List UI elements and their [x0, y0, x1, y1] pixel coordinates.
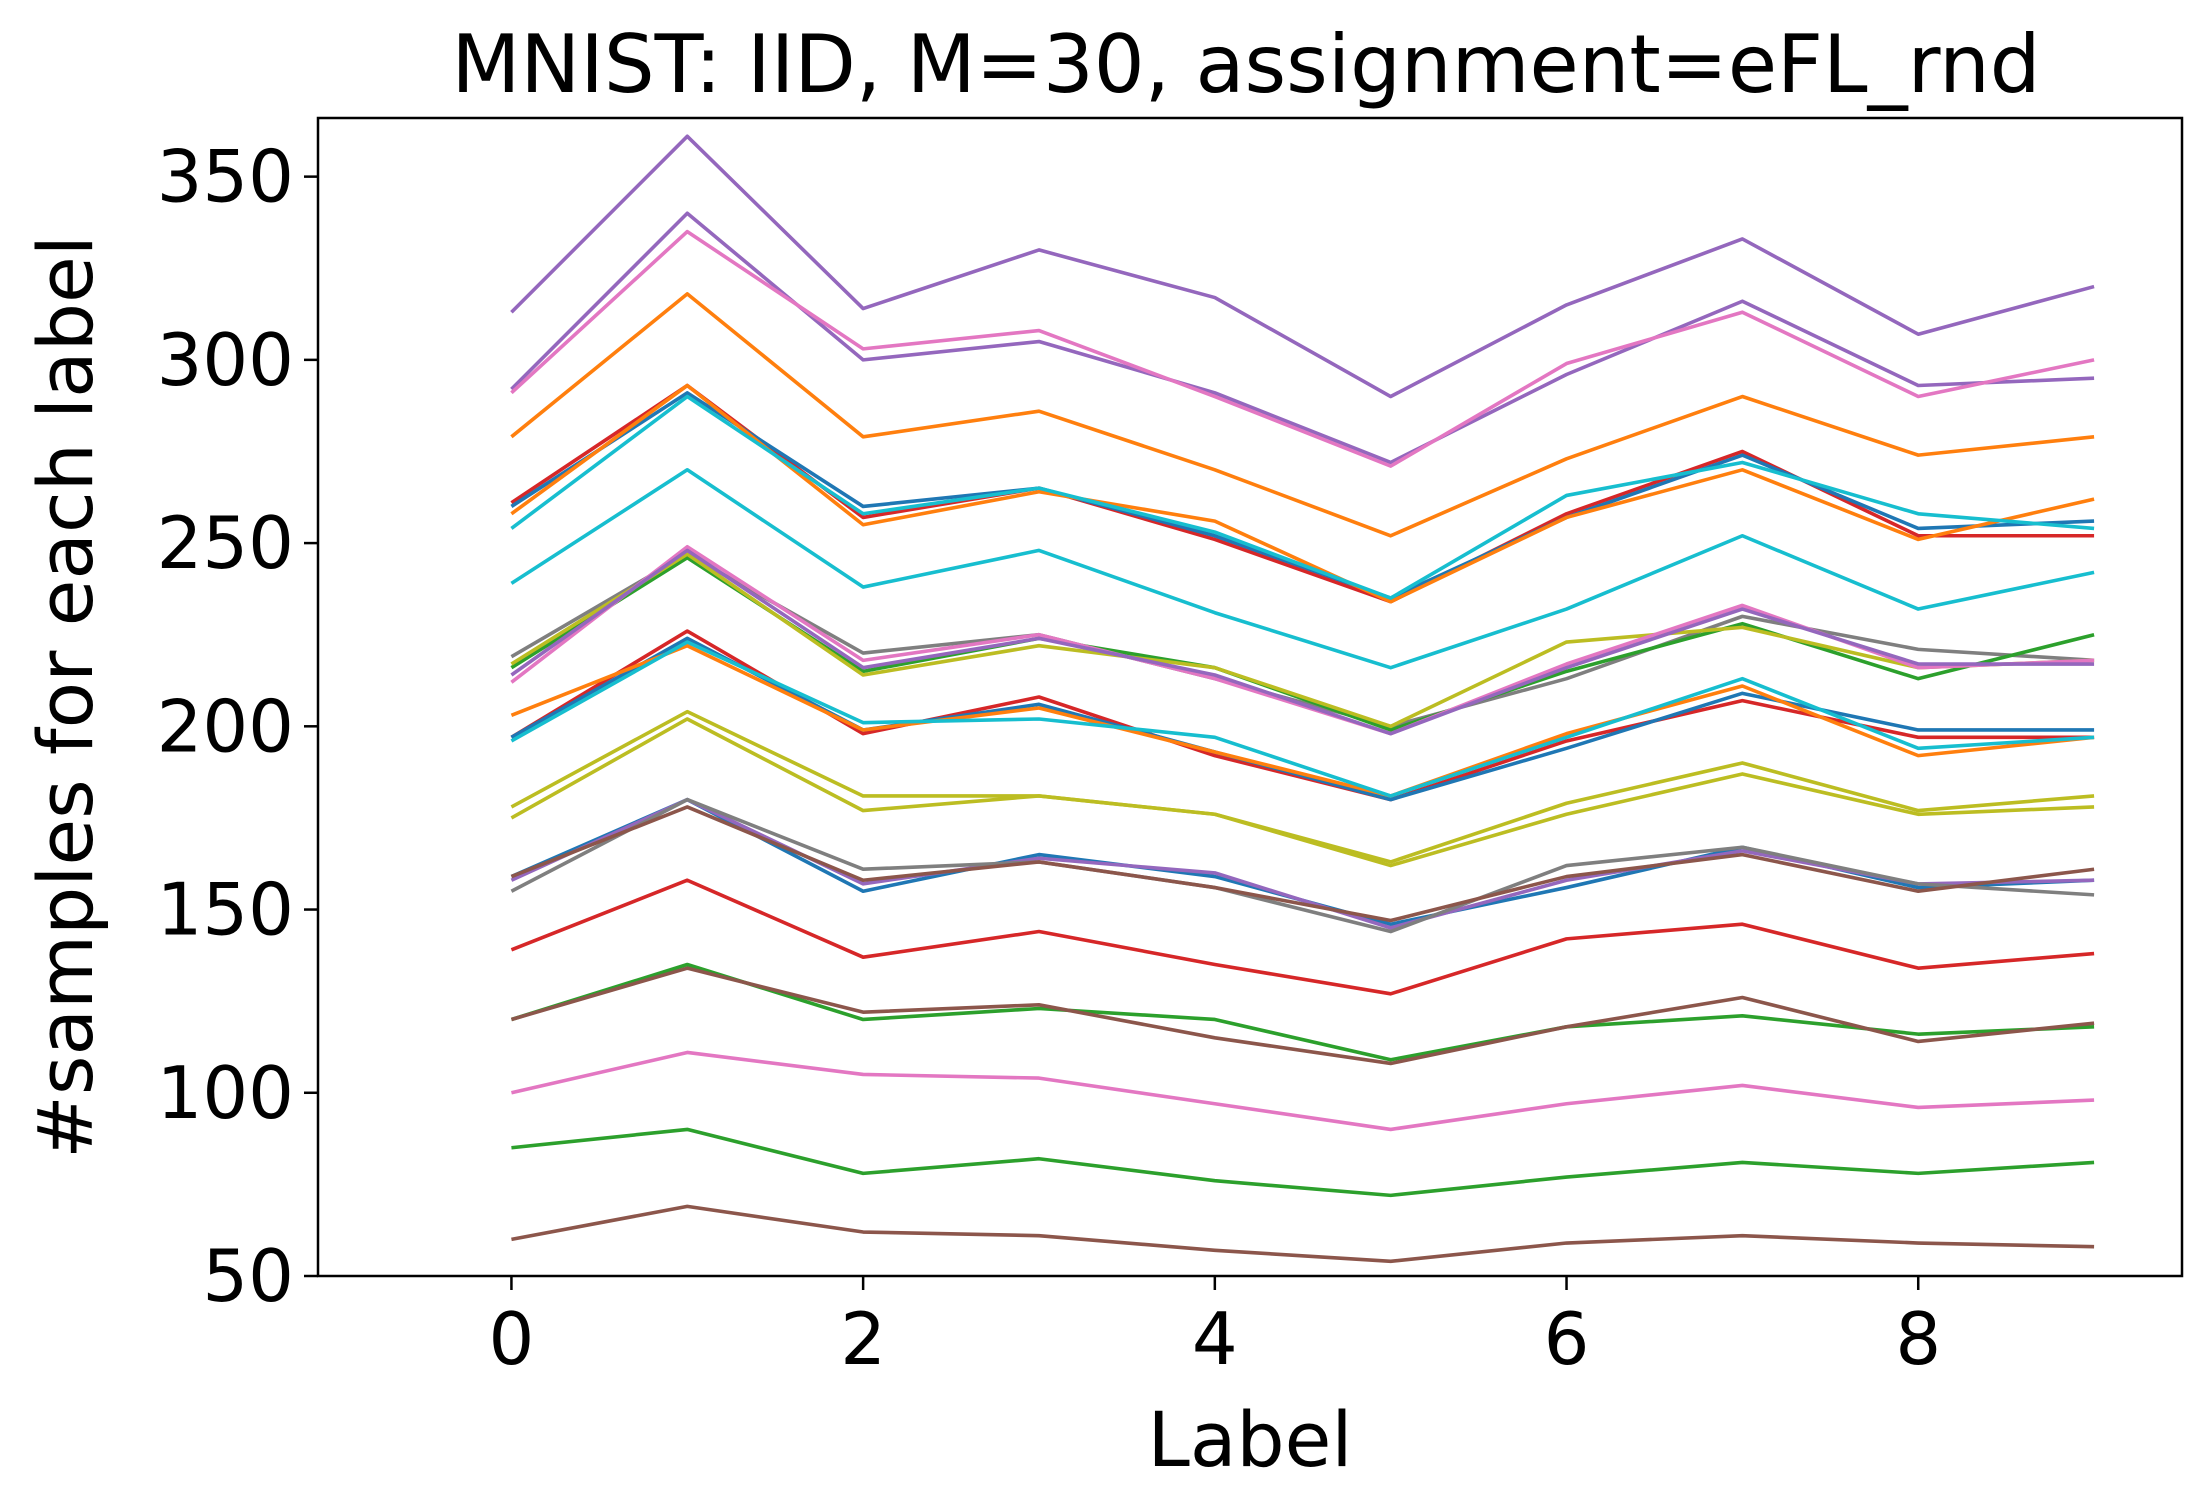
y-axis-label: #samples for each label — [21, 235, 110, 1159]
y-tick-label: 350 — [157, 135, 294, 219]
x-tick-label: 0 — [489, 1297, 535, 1381]
series-line-5 — [510, 383, 2095, 604]
y-tick-label: 250 — [157, 501, 294, 585]
series-line-3 — [510, 229, 2095, 468]
series-line-4 — [510, 292, 2095, 538]
series-line-20 — [510, 717, 2095, 868]
y-tick-label: 100 — [157, 1051, 294, 1135]
series-line-24 — [510, 805, 2095, 923]
series-line-18 — [510, 640, 2095, 798]
series-line-1 — [510, 134, 2095, 399]
series-line-28 — [511, 1050, 2095, 1132]
plot-area — [510, 134, 2095, 1264]
y-tick-label: 200 — [157, 684, 294, 768]
chart-title: MNIST: IID, M=30, assignment=eFL_rnd — [451, 18, 2040, 111]
plot-frame — [316, 116, 2184, 1278]
x-tick-label: 6 — [1544, 1297, 1590, 1381]
series-line-30 — [511, 1204, 2095, 1264]
series-line-2 — [510, 211, 2095, 465]
y-tick-label: 150 — [157, 868, 294, 952]
x-tick-label: 2 — [840, 1297, 886, 1381]
y-tick-label: 50 — [202, 1234, 294, 1318]
x-axis-label: Label — [1147, 1395, 1352, 1484]
x-axis: 0 2 4 6 8 — [489, 1276, 1941, 1381]
x-tick-label: 4 — [1192, 1297, 1238, 1381]
series-line-8 — [510, 394, 2095, 600]
series-line-25 — [510, 878, 2095, 996]
series-line-27 — [510, 966, 2095, 1066]
series-line-9 — [510, 467, 2095, 670]
y-tick-label: 300 — [157, 318, 294, 402]
series-line-14 — [510, 548, 2095, 736]
y-axis: 50 100 150 200 250 300 350 — [157, 135, 318, 1318]
series-line-23 — [510, 797, 2095, 934]
series-line-12 — [510, 552, 2095, 729]
series-line-17 — [510, 643, 2095, 798]
series-line-29 — [511, 1127, 2095, 1198]
x-tick-label: 8 — [1895, 1297, 1941, 1381]
